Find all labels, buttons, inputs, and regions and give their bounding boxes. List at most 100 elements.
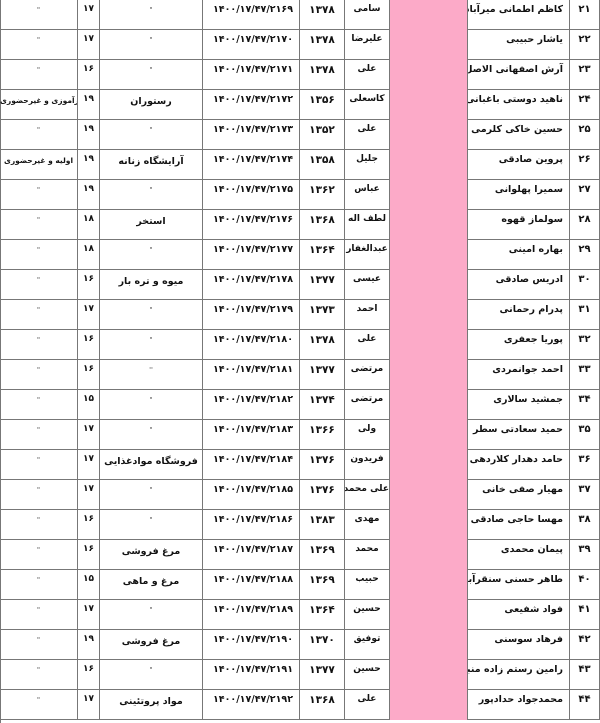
highlight-cell xyxy=(390,630,468,660)
father-name-cell: فریدون xyxy=(345,450,390,480)
score-cell: ۱۷ xyxy=(78,30,100,60)
birth-year-cell: ۱۳۷۴ xyxy=(300,390,345,420)
business-cell: " xyxy=(100,0,203,30)
business-cell: " xyxy=(100,30,203,60)
full-name-cell: مهسا حاجی صادقی xyxy=(468,510,570,540)
notes-cell: " xyxy=(0,390,78,420)
certificate-number-cell: ۱۴۰۰/۱۷/۴۷/۲۱۸۰ xyxy=(203,330,300,360)
row-number-cell: ۲۳ xyxy=(570,60,600,90)
score-cell: ۱۶ xyxy=(78,330,100,360)
highlight-cell xyxy=(390,690,468,720)
table-row: " ۱۶ " ۱۴۰۰/۱۷/۴۷/۲۱۸۶ ۱۳۸۳ مهدی مهسا حاجی صاد… xyxy=(0,510,600,540)
table-row: بازآموزی و غیرحضوری ۱۹ رستوران ۱۴۰۰/۱۷/۴۷/۲… xyxy=(0,90,600,120)
score-cell: ۱۷ xyxy=(78,450,100,480)
row-number-cell: ۳۹ xyxy=(570,540,600,570)
table-border xyxy=(0,0,1,723)
business-cell: " xyxy=(100,600,203,630)
certificate-number-cell: ۱۴۰۰/۱۷/۴۷/۲۱۸۵ xyxy=(203,480,300,510)
score-cell: ۱۶ xyxy=(78,360,100,390)
row-number-cell: ۲۸ xyxy=(570,210,600,240)
birth-year-cell: ۱۳۶۴ xyxy=(300,600,345,630)
highlight-cell xyxy=(390,660,468,690)
highlight-cell xyxy=(390,0,468,30)
full-name-cell: فرهاد سوسنی xyxy=(468,630,570,660)
full-name-cell: بهاره امینی xyxy=(468,240,570,270)
notes-cell: " xyxy=(0,420,78,450)
certificate-number-cell: ۱۴۰۰/۱۷/۴۷/۲۱۸۱ xyxy=(203,360,300,390)
highlight-cell xyxy=(390,450,468,480)
business-cell: مرغ و ماهی xyxy=(100,570,203,600)
certificate-number-cell: ۱۴۰۰/۱۷/۴۷/۲۱۷۶ xyxy=(203,210,300,240)
table-row: " ۱۷ مواد پروتئینی ۱۴۰۰/۱۷/۴۷/۲۱۹۲ ۱۳۶۸ علی مح… xyxy=(0,690,600,720)
highlight-cell xyxy=(390,570,468,600)
table-row: " ۱۶ '' ۱۴۰۰/۱۷/۴۷/۲۱۸۱ ۱۳۷۷ مرتضی احمد جوانمر… xyxy=(0,360,600,390)
certificate-number-cell: ۱۴۰۰/۱۷/۴۷/۲۱۸۶ xyxy=(203,510,300,540)
business-cell: " xyxy=(100,300,203,330)
full-name-cell: محمدجواد حدادپور xyxy=(468,690,570,720)
score-cell: ۱۹ xyxy=(78,630,100,660)
birth-year-cell: ۱۳۵۸ xyxy=(300,150,345,180)
business-cell: " xyxy=(100,180,203,210)
father-name-cell: علی xyxy=(345,120,390,150)
full-name-cell: حمید سعادتی سطر xyxy=(468,420,570,450)
father-name-cell: جلیل xyxy=(345,150,390,180)
father-name-cell: ولی xyxy=(345,420,390,450)
father-name-cell: محمد xyxy=(345,540,390,570)
score-cell: ۱۸ xyxy=(78,210,100,240)
table-row: " ۱۶ مرغ فروشی ۱۴۰۰/۱۷/۴۷/۲۱۸۷ ۱۳۶۹ محمد پیمان… xyxy=(0,540,600,570)
business-cell: آرایشگاه زنانه xyxy=(100,150,203,180)
highlight-cell xyxy=(390,60,468,90)
father-name-cell: عباس xyxy=(345,180,390,210)
notes-cell: " xyxy=(0,360,78,390)
certificate-number-cell: ۱۴۰۰/۱۷/۴۷/۲۱۷۰ xyxy=(203,30,300,60)
row-number-cell: ۴۴ xyxy=(570,690,600,720)
notes-cell: " xyxy=(0,600,78,630)
birth-year-cell: ۱۳۷۶ xyxy=(300,480,345,510)
father-name-cell: علیرضا xyxy=(345,30,390,60)
highlight-cell xyxy=(390,210,468,240)
certificate-number-cell: ۱۴۰۰/۱۷/۴۷/۲۱۷۸ xyxy=(203,270,300,300)
notes-cell: " xyxy=(0,690,78,720)
row-number-cell: ۳۸ xyxy=(570,510,600,540)
table-row: " ۱۸ " ۱۴۰۰/۱۷/۴۷/۲۱۷۷ ۱۳۶۴ عبدالغفار بهاره ام… xyxy=(0,240,600,270)
notes-cell: " xyxy=(0,30,78,60)
birth-year-cell: ۱۳۶۹ xyxy=(300,540,345,570)
notes-cell: بازآموزی و غیرحضوری xyxy=(0,90,78,120)
certificate-number-cell: ۱۴۰۰/۱۷/۴۷/۲۱۹۱ xyxy=(203,660,300,690)
full-name-cell: طاهر حسنی سنقرآبادی xyxy=(468,570,570,600)
highlight-cell xyxy=(390,300,468,330)
birth-year-cell: ۱۳۷۳ xyxy=(300,300,345,330)
score-cell: ۱۶ xyxy=(78,660,100,690)
business-cell: " xyxy=(100,660,203,690)
notes-cell: " xyxy=(0,210,78,240)
certificate-number-cell: ۱۴۰۰/۱۷/۴۷/۲۱۷۵ xyxy=(203,180,300,210)
notes-cell: " xyxy=(0,570,78,600)
full-name-cell: پوریا جعفری xyxy=(468,330,570,360)
row-number-cell: ۳۵ xyxy=(570,420,600,450)
table-row: " ۱۷ " ۱۴۰۰/۱۷/۴۷/۲۱۸۵ ۱۳۷۶ علی محمد مهیار صفی… xyxy=(0,480,600,510)
notes-cell: " xyxy=(0,180,78,210)
row-number-cell: ۴۳ xyxy=(570,660,600,690)
birth-year-cell: ۱۳۶۹ xyxy=(300,570,345,600)
birth-year-cell: ۱۳۷۶ xyxy=(300,450,345,480)
notes-cell: " xyxy=(0,450,78,480)
score-cell: ۱۷ xyxy=(78,300,100,330)
father-name-cell: حبیب xyxy=(345,570,390,600)
father-name-cell: علی xyxy=(345,330,390,360)
father-name-cell: مرتضی xyxy=(345,360,390,390)
certificate-number-cell: ۱۴۰۰/۱۷/۴۷/۲۱۸۷ xyxy=(203,540,300,570)
score-cell: ۱۷ xyxy=(78,600,100,630)
certificate-number-cell: ۱۴۰۰/۱۷/۴۷/۲۱۷۱ xyxy=(203,60,300,90)
score-cell: ۱۸ xyxy=(78,240,100,270)
birth-year-cell: ۱۳۷۰ xyxy=(300,630,345,660)
full-name-cell: پیمان محمدی xyxy=(468,540,570,570)
full-name-cell: سولماز قهوه xyxy=(468,210,570,240)
score-cell: ۱۷ xyxy=(78,480,100,510)
birth-year-cell: ۱۳۵۶ xyxy=(300,90,345,120)
business-cell: " xyxy=(100,120,203,150)
father-name-cell: مرتضی xyxy=(345,390,390,420)
business-cell: " xyxy=(100,60,203,90)
highlight-cell xyxy=(390,330,468,360)
birth-year-cell: ۱۳۷۸ xyxy=(300,330,345,360)
